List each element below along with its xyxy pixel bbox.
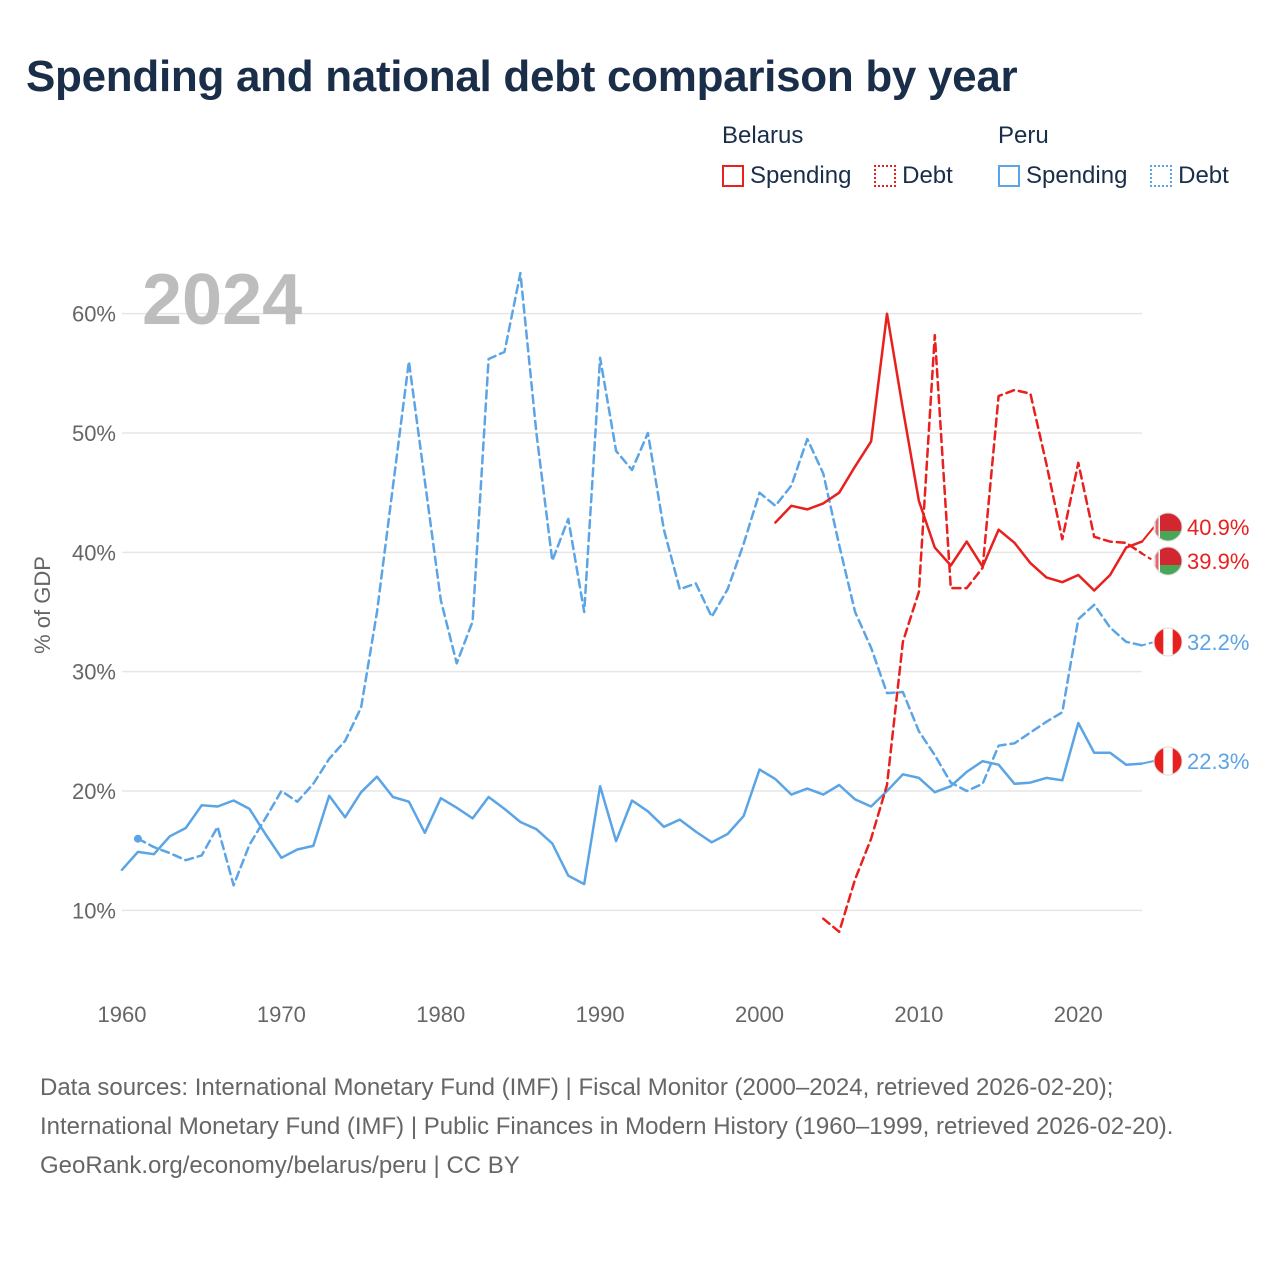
series-line-peru-spending[interactable] bbox=[120, 721, 1144, 886]
series-line-peru-debt[interactable] bbox=[136, 271, 1144, 887]
legend-item-belarus-spending[interactable]: Spending bbox=[722, 162, 851, 190]
x-tick-label: 1980 bbox=[416, 1002, 465, 1027]
legend-swatch-solid bbox=[998, 165, 1020, 187]
end-connector bbox=[1141, 760, 1155, 765]
line-chart: 2024 10% 20% 30% 40% 50% 60% 1960 1970 1980 1990… bbox=[30, 260, 1249, 1027]
end-labels: 22.3% 32.2% 40.9% 39.9% bbox=[1141, 512, 1249, 776]
legend-item-peru-debt[interactable]: Debt bbox=[1150, 162, 1229, 190]
end-value-label: 22.3% bbox=[1187, 749, 1249, 774]
y-tick-label: 30% bbox=[72, 660, 116, 685]
x-tick-label: 1970 bbox=[257, 1002, 306, 1027]
end-marker-peru-spending: 22.3% bbox=[1141, 746, 1249, 776]
data-sources: Data sources: International Monetary Fun… bbox=[40, 1074, 1174, 1140]
belarus-flag-icon bbox=[1153, 546, 1183, 576]
credit-link[interactable]: GeoRank.org/economy/belarus/peru | CC BY bbox=[40, 1152, 520, 1179]
legend-country-peru: Peru bbox=[998, 122, 1049, 149]
series-line-belarus-spending[interactable] bbox=[774, 312, 1144, 592]
end-connector bbox=[1141, 552, 1155, 562]
x-axis: 1960 1970 1980 1990 2000 2010 2020 bbox=[98, 1002, 1103, 1027]
end-value-label: 40.9% bbox=[1187, 515, 1249, 540]
x-tick-label: 1990 bbox=[576, 1002, 625, 1027]
footer: Data sources: International Monetary Fun… bbox=[40, 1068, 1240, 1185]
peru-flag-icon bbox=[1153, 627, 1183, 657]
chart-title: Spending and national debt comparison by… bbox=[26, 52, 1018, 101]
end-marker-peru-debt: 32.2% bbox=[1141, 627, 1249, 657]
legend-peru: Peru Spending Debt bbox=[998, 122, 1245, 194]
y-axis: 10% 20% 30% 40% 50% 60% bbox=[72, 302, 116, 924]
end-marker-belarus-spending: 40.9% bbox=[1141, 512, 1249, 543]
legend-label: Spending bbox=[750, 162, 852, 189]
end-value-label: 32.2% bbox=[1187, 630, 1249, 655]
legend-swatch-dotted bbox=[874, 165, 897, 187]
y-tick-label: 50% bbox=[72, 421, 116, 446]
series-start-point bbox=[133, 834, 142, 843]
x-tick-label: 1960 bbox=[98, 1002, 147, 1027]
x-tick-label: 2020 bbox=[1054, 1002, 1103, 1027]
y-tick-label: 40% bbox=[72, 540, 116, 565]
series-layer bbox=[120, 271, 1144, 934]
y-axis-title: % of GDP bbox=[30, 556, 55, 654]
end-value-label: 39.9% bbox=[1187, 549, 1249, 574]
gridlines bbox=[122, 312, 1142, 912]
end-connector bbox=[1141, 526, 1155, 543]
legend-label: Debt bbox=[1178, 162, 1229, 189]
x-tick-label: 2010 bbox=[894, 1002, 943, 1027]
y-tick-label: 20% bbox=[72, 779, 116, 804]
legend-item-peru-spending[interactable]: Spending bbox=[998, 162, 1127, 190]
peru-flag-icon bbox=[1153, 746, 1183, 776]
y-tick-label: 60% bbox=[72, 302, 116, 327]
end-marker-belarus-debt: 39.9% bbox=[1141, 546, 1249, 576]
legend-belarus: Belarus Spending Debt bbox=[722, 122, 969, 194]
legend-country-belarus: Belarus bbox=[722, 122, 804, 149]
legend-swatch-dotted bbox=[1150, 165, 1173, 187]
year-watermark: 2024 bbox=[142, 260, 302, 340]
legend-item-belarus-debt[interactable]: Debt bbox=[874, 162, 953, 190]
x-tick-label: 2000 bbox=[735, 1002, 784, 1027]
legend-label: Debt bbox=[902, 162, 953, 189]
legend-label: Spending bbox=[1026, 162, 1128, 189]
legend-swatch-solid bbox=[722, 165, 744, 187]
y-tick-label: 10% bbox=[72, 898, 116, 923]
end-connector bbox=[1141, 641, 1155, 647]
belarus-flag-icon bbox=[1153, 512, 1183, 542]
series-line-belarus-debt[interactable] bbox=[822, 333, 1144, 934]
